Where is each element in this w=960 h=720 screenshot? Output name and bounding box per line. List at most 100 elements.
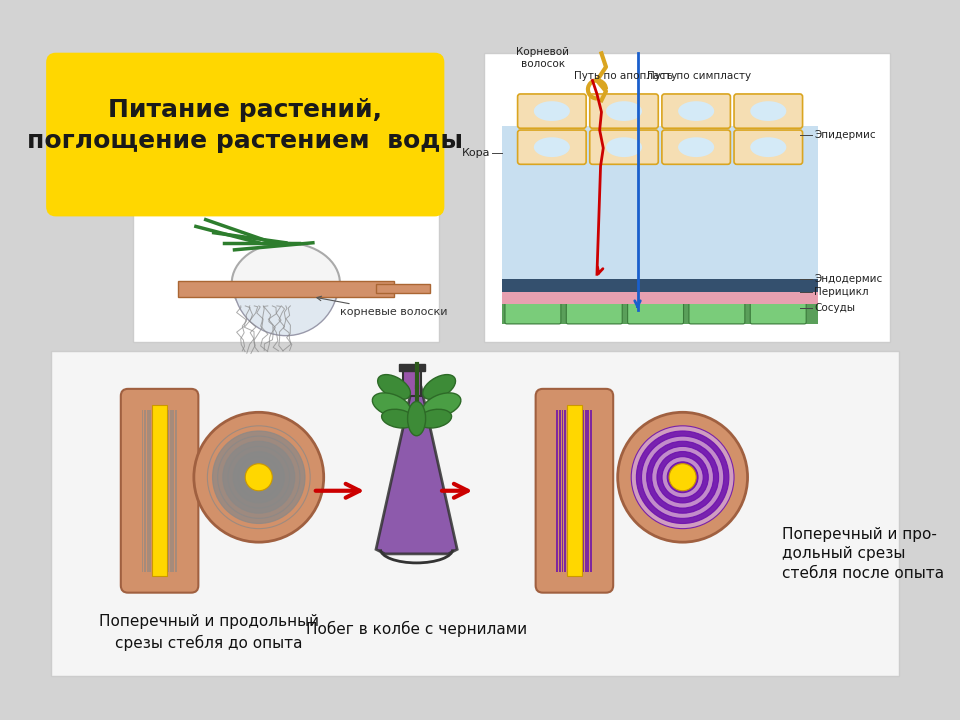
FancyBboxPatch shape <box>162 410 164 572</box>
Ellipse shape <box>422 393 461 418</box>
FancyBboxPatch shape <box>178 281 394 297</box>
Circle shape <box>669 464 696 491</box>
FancyBboxPatch shape <box>536 389 613 593</box>
Ellipse shape <box>408 402 425 436</box>
FancyBboxPatch shape <box>751 295 806 324</box>
Text: Путь по апопласту: Путь по апопласту <box>574 71 678 81</box>
FancyBboxPatch shape <box>585 410 587 572</box>
Text: Поперечный и продольный
срезы стебля до опыта: Поперечный и продольный срезы стебля до … <box>99 614 319 651</box>
FancyBboxPatch shape <box>569 410 571 572</box>
Ellipse shape <box>751 102 786 121</box>
Ellipse shape <box>606 138 642 157</box>
Ellipse shape <box>751 138 786 157</box>
FancyBboxPatch shape <box>661 130 731 164</box>
FancyBboxPatch shape <box>484 53 890 342</box>
FancyBboxPatch shape <box>564 410 565 572</box>
Circle shape <box>636 431 729 523</box>
FancyBboxPatch shape <box>557 410 558 572</box>
FancyBboxPatch shape <box>147 410 149 572</box>
Ellipse shape <box>377 374 411 400</box>
FancyBboxPatch shape <box>149 410 151 572</box>
FancyBboxPatch shape <box>167 410 169 572</box>
FancyBboxPatch shape <box>173 410 175 572</box>
FancyBboxPatch shape <box>580 410 582 572</box>
FancyBboxPatch shape <box>567 405 582 577</box>
Ellipse shape <box>372 393 410 418</box>
Ellipse shape <box>418 409 451 428</box>
Text: Корневой
волосок: Корневой волосок <box>516 47 569 69</box>
FancyBboxPatch shape <box>589 94 659 128</box>
FancyBboxPatch shape <box>566 410 568 572</box>
Circle shape <box>244 462 275 492</box>
Circle shape <box>662 456 703 498</box>
FancyBboxPatch shape <box>582 410 584 572</box>
FancyBboxPatch shape <box>566 295 622 324</box>
Text: Сосуды: Сосуды <box>814 302 855 312</box>
Circle shape <box>672 467 693 487</box>
FancyBboxPatch shape <box>157 410 158 572</box>
FancyBboxPatch shape <box>589 410 591 572</box>
FancyBboxPatch shape <box>517 94 587 128</box>
Circle shape <box>632 426 734 528</box>
FancyBboxPatch shape <box>505 295 561 324</box>
FancyBboxPatch shape <box>155 410 156 572</box>
Ellipse shape <box>422 374 456 400</box>
FancyBboxPatch shape <box>152 410 154 572</box>
Text: Кора: Кора <box>462 148 491 158</box>
FancyBboxPatch shape <box>562 410 564 572</box>
Ellipse shape <box>678 102 714 121</box>
FancyBboxPatch shape <box>588 410 589 572</box>
Polygon shape <box>376 387 457 554</box>
FancyBboxPatch shape <box>734 94 803 128</box>
FancyBboxPatch shape <box>52 351 900 675</box>
FancyBboxPatch shape <box>170 410 172 572</box>
FancyBboxPatch shape <box>574 410 576 572</box>
Circle shape <box>647 441 719 513</box>
Circle shape <box>233 451 284 503</box>
FancyBboxPatch shape <box>144 410 146 572</box>
FancyBboxPatch shape <box>141 410 143 572</box>
Text: Эпидермис: Эпидермис <box>814 130 876 140</box>
FancyBboxPatch shape <box>376 284 430 293</box>
Text: Питание растений,
поглощение растением  воды: Питание растений, поглощение растением в… <box>27 98 464 153</box>
Ellipse shape <box>606 102 642 121</box>
FancyBboxPatch shape <box>153 405 167 577</box>
Ellipse shape <box>534 138 570 157</box>
Circle shape <box>253 472 264 482</box>
FancyBboxPatch shape <box>517 130 587 164</box>
FancyBboxPatch shape <box>403 369 421 396</box>
FancyBboxPatch shape <box>159 410 161 572</box>
Circle shape <box>678 472 687 482</box>
Circle shape <box>617 413 748 542</box>
FancyBboxPatch shape <box>132 161 439 342</box>
Circle shape <box>212 431 305 523</box>
FancyBboxPatch shape <box>502 292 818 304</box>
FancyBboxPatch shape <box>572 410 574 572</box>
FancyBboxPatch shape <box>502 279 818 292</box>
Text: корневые волоски: корневые волоски <box>317 296 447 317</box>
Circle shape <box>194 413 324 542</box>
FancyBboxPatch shape <box>559 410 561 572</box>
Ellipse shape <box>382 409 416 428</box>
FancyBboxPatch shape <box>661 94 731 128</box>
FancyBboxPatch shape <box>165 410 166 572</box>
Ellipse shape <box>678 138 714 157</box>
Text: Побег в колбе с чернилами: Побег в колбе с чернилами <box>306 621 527 636</box>
Ellipse shape <box>231 243 340 324</box>
FancyBboxPatch shape <box>502 292 818 324</box>
Wedge shape <box>233 284 338 336</box>
Circle shape <box>245 464 273 491</box>
FancyBboxPatch shape <box>399 364 424 371</box>
FancyBboxPatch shape <box>577 410 579 572</box>
Text: Перицикл: Перицикл <box>814 287 869 297</box>
Text: Эндодермис: Эндодермис <box>814 274 882 284</box>
FancyBboxPatch shape <box>734 130 803 164</box>
Circle shape <box>657 451 708 503</box>
FancyBboxPatch shape <box>689 295 745 324</box>
FancyBboxPatch shape <box>628 295 684 324</box>
FancyBboxPatch shape <box>175 410 177 572</box>
FancyBboxPatch shape <box>47 53 444 216</box>
Circle shape <box>223 441 295 513</box>
Circle shape <box>652 446 713 508</box>
FancyBboxPatch shape <box>502 125 818 306</box>
